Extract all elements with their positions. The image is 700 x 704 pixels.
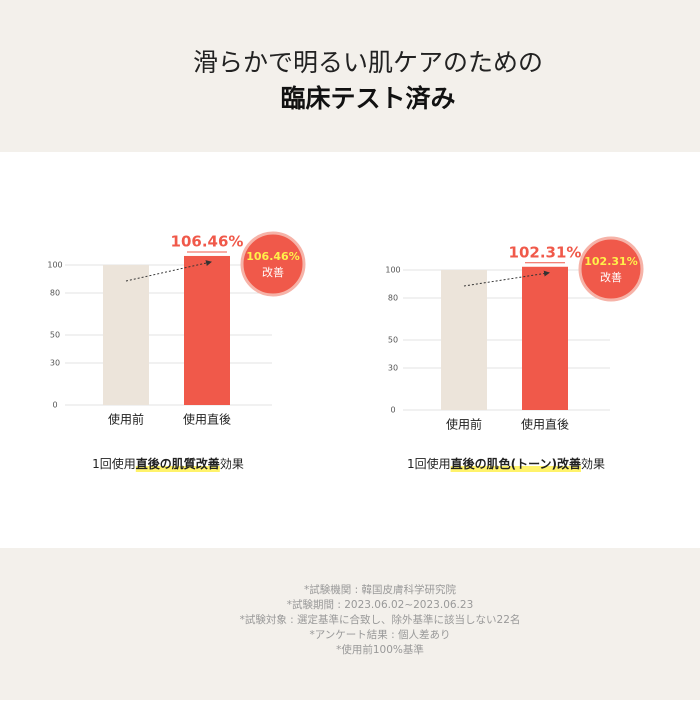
caption-part: 1回使用 [92,456,136,471]
badge [240,231,306,297]
footnote: *試験期間 : 2023.06.02~2023.06.23 [287,598,474,611]
footnote: *使用前100%基準 [336,643,424,656]
bar [441,270,487,410]
y-tick-label: 100 [47,261,62,270]
badge-value: 102.31% [584,255,637,268]
caption-highlight [135,466,220,472]
value-label: 106.46% [171,232,244,250]
bar [103,265,149,405]
y-tick-label: 80 [50,289,60,298]
y-tick-label: 30 [388,364,398,373]
caption-part: 直後の肌色(トーン)改善 [451,456,581,471]
caption-part: 効果 [220,456,244,471]
footnote: *試験機関 : 韓国皮膚科学研究院 [304,583,456,596]
y-tick-label: 0 [390,406,395,415]
caption-part: 効果 [581,456,605,471]
y-tick-label: 0 [52,401,57,410]
badge-value: 106.46% [246,250,299,263]
caption: 1回使用直後の肌質改善効果 [92,456,244,471]
value-label: 102.31% [509,243,582,261]
y-tick-label: 30 [50,359,60,368]
y-tick-label: 50 [388,336,398,345]
badge [578,236,644,302]
badge-text: 改善 [600,270,622,284]
y-tick-label: 100 [385,266,400,275]
footnote: *試験対象 : 選定基準に合致し、除外基準に該当しない22名 [240,613,521,626]
caption-part: 直後の肌質改善 [136,456,220,471]
x-tick-label: 使用直後 [521,417,569,432]
trend-arrow [125,260,212,282]
footer-bg [0,548,700,700]
caption-part: 1回使用 [407,456,451,471]
header-title: 滑らかで明るい肌ケアのための [193,48,543,77]
bar [184,255,230,405]
badge-text: 改善 [262,265,284,279]
footnote: *アンケート結果 : 個人差あり [309,628,450,641]
header-subtitle: 臨床テスト済み [280,84,455,113]
x-tick-label: 使用直後 [183,412,231,427]
y-tick-label: 80 [388,294,398,303]
bar [522,266,568,410]
caption: 1回使用直後の肌色(トーン)改善効果 [407,456,605,471]
x-tick-label: 使用前 [108,412,144,427]
x-tick-label: 使用前 [446,417,482,432]
header-bg [0,0,700,152]
caption-highlight [450,466,581,472]
y-tick-label: 50 [50,331,60,340]
